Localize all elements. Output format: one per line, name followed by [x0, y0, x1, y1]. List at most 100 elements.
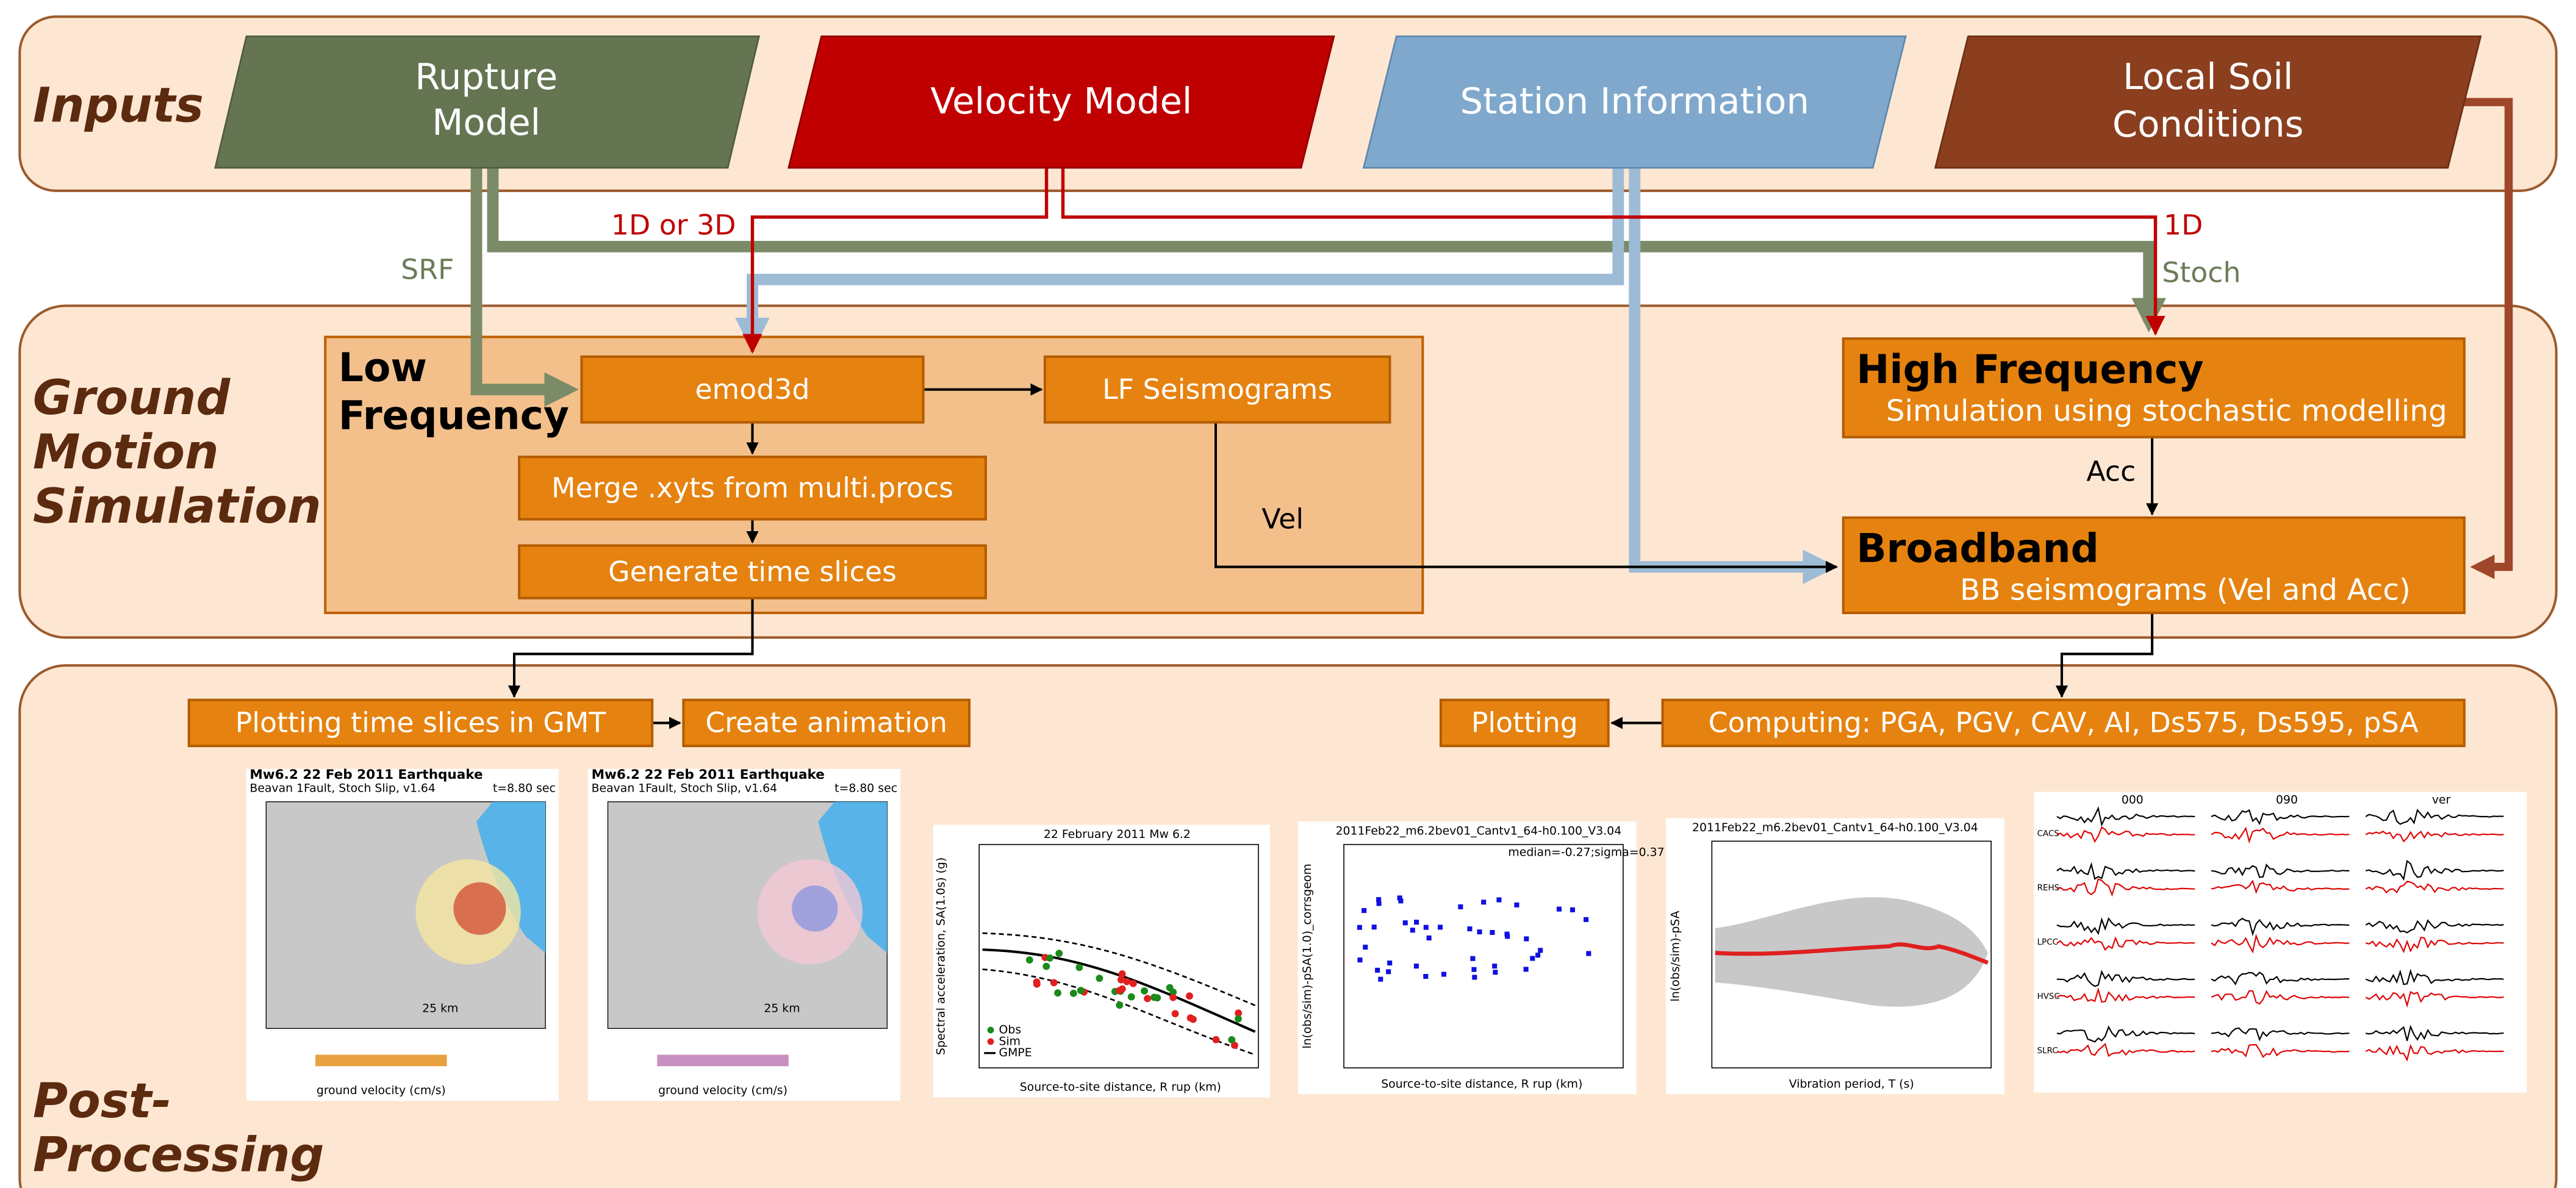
dot — [1119, 970, 1126, 978]
dot — [1496, 897, 1501, 902]
broadband-title: Broadband — [1856, 526, 2099, 571]
process-label: Plotting time slices in GMT — [235, 707, 607, 739]
thumb-bg — [1298, 821, 1637, 1094]
dot — [1477, 929, 1482, 934]
input-label: Rupture — [415, 55, 558, 98]
dot — [1492, 964, 1497, 968]
wave-header: 090 — [2276, 793, 2298, 806]
dot — [1075, 964, 1083, 971]
dot — [1414, 964, 1419, 968]
thumb-ylabel: ln(obs/sim)-pSA — [1669, 911, 1682, 1001]
gmpe-thumbnail: 22 February 2011 Mw 6.2 Source-to-site d… — [933, 825, 1270, 1097]
dot — [1514, 903, 1519, 907]
input-label: Local Soil — [2123, 55, 2293, 98]
shaking — [792, 886, 838, 931]
dot — [1362, 908, 1366, 913]
low-frequency-title: Frequency — [339, 393, 569, 438]
thumb-subtitle: Beavan 1Fault, Stoch Slip, v1.64 — [592, 782, 778, 795]
dot — [1213, 1036, 1220, 1043]
dot — [1438, 925, 1443, 929]
dot — [1535, 953, 1540, 957]
input-label: Station Information — [1460, 80, 1809, 122]
legend-marker — [988, 1027, 994, 1034]
colorbar — [315, 1054, 447, 1066]
process-label: Create animation — [705, 707, 947, 739]
edge-label: SRF — [401, 253, 454, 285]
section-title: Simulation — [33, 479, 321, 534]
thumb-ylabel: ln(obs/sim)-pSA(1.0)_corrsgeom — [1301, 864, 1314, 1048]
thumb-scale: 25 km — [422, 1002, 458, 1015]
dot — [1424, 925, 1429, 930]
low-frequency-title: Low — [339, 345, 427, 391]
dot — [1119, 986, 1126, 993]
thumb-scale: 25 km — [764, 1002, 800, 1015]
thumb-xlabel: Vibration period, T (s) — [1789, 1078, 1914, 1090]
input-label: Velocity Model — [930, 80, 1192, 122]
thumb-colorbar-label: ground velocity (cm/s) — [317, 1084, 446, 1097]
dot — [1557, 907, 1562, 912]
section-title: Post- — [33, 1074, 171, 1129]
thumb-title: 22 February 2011 Mw 6.2 — [1044, 828, 1191, 841]
section-title: Motion — [33, 425, 219, 480]
thumb-xlabel: Source-to-site distance, R rup (km) — [1381, 1078, 1582, 1090]
dot — [1387, 961, 1392, 965]
wave-header: ver — [2432, 793, 2451, 806]
dot — [1423, 974, 1428, 979]
station-label: CACS — [2037, 829, 2059, 839]
station-label: SLRC — [2037, 1047, 2058, 1056]
thumb-colorbar-label: ground velocity (cm/s) — [658, 1084, 788, 1097]
station-label: LPCC — [2037, 938, 2058, 947]
dot — [1172, 1010, 1179, 1017]
dot — [1378, 977, 1383, 982]
thumb-title: Mw6.2 22 Feb 2011 Earthquake — [592, 767, 825, 782]
thumb-title: 2011Feb22_m6.2bev01_Cantv1_64-h0.100_V3.… — [1336, 825, 1622, 838]
edge-label: Acc — [2086, 456, 2136, 488]
dot — [1046, 954, 1053, 962]
thumb-bg — [933, 825, 1270, 1097]
thumb-xlabel: Source-to-site distance, R rup (km) — [1020, 1081, 1221, 1094]
dot — [1130, 980, 1137, 987]
dot — [1397, 895, 1402, 900]
dot — [1481, 900, 1486, 904]
dot — [1410, 928, 1415, 932]
dot — [1375, 968, 1380, 973]
dot — [1524, 936, 1529, 941]
station-label: REHS — [2037, 884, 2060, 893]
dot — [1077, 987, 1085, 994]
shaking — [453, 882, 506, 935]
dot — [1042, 963, 1050, 970]
dot — [1524, 967, 1529, 972]
body: Inputs Ground Motion Simulation Post- Pr… — [0, 0, 2576, 1188]
dot — [1470, 956, 1475, 961]
dot — [1363, 945, 1368, 950]
dot — [1096, 975, 1103, 982]
dot — [1538, 948, 1543, 953]
broadband-subtitle: BB seismograms (Vel and Acc) — [1960, 573, 2411, 607]
dot — [1235, 1015, 1242, 1023]
edge-label: Vel — [1261, 503, 1304, 535]
dot — [1026, 956, 1033, 964]
legend-marker — [988, 1039, 994, 1045]
process-label: Generate time slices — [608, 556, 897, 588]
dot — [1427, 936, 1432, 940]
thumb-title: 2011Feb22_m6.2bev01_Cantv1_64-h0.100_V3.… — [1692, 821, 1978, 834]
dot — [1505, 934, 1510, 939]
dot — [1055, 950, 1063, 957]
thumb-time: t=8.80 sec — [493, 782, 556, 795]
legend-entry: GMPE — [999, 1047, 1031, 1059]
dot — [1471, 967, 1476, 972]
colorbar — [657, 1054, 788, 1066]
dot — [1458, 904, 1463, 909]
dot — [1070, 990, 1077, 997]
dot — [1357, 957, 1362, 962]
dot — [1403, 920, 1408, 925]
dot — [1386, 969, 1391, 974]
dot — [1377, 901, 1382, 906]
dot — [1467, 926, 1472, 931]
process-label: Merge .xyts from multi.procs — [551, 471, 953, 504]
dot — [1493, 970, 1498, 975]
dot — [1228, 1036, 1235, 1043]
high-frequency-subtitle: Simulation using stochastic modelling — [1886, 394, 2447, 428]
dot — [1586, 951, 1591, 956]
